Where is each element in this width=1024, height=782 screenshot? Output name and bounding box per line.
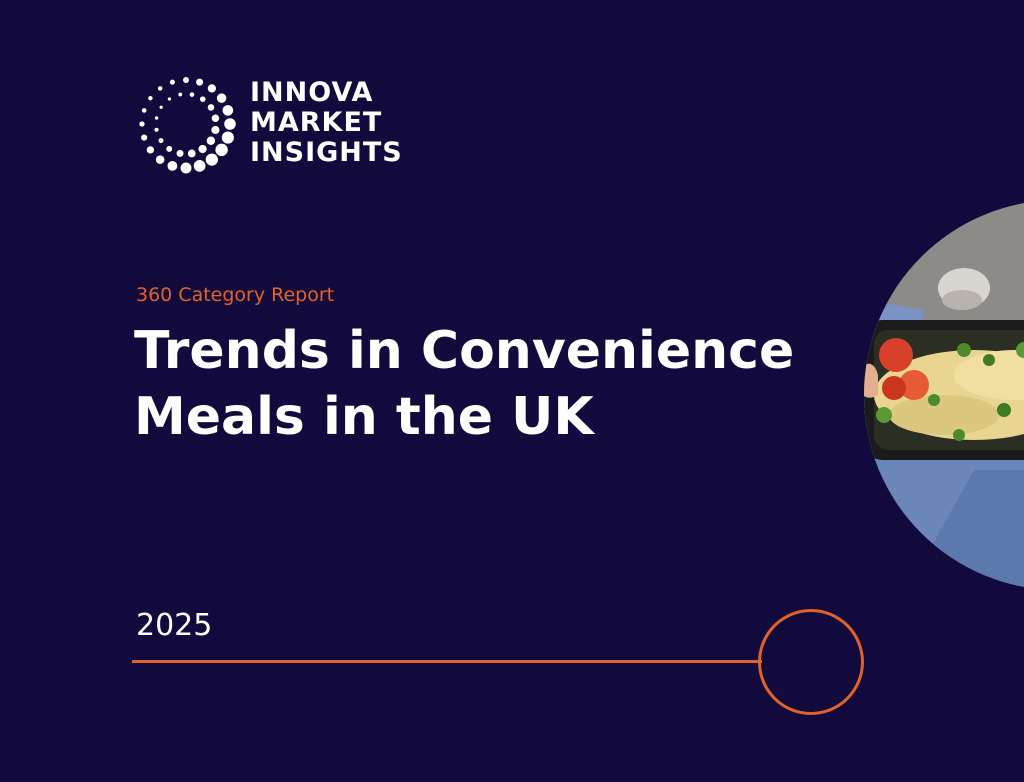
logo-dot bbox=[222, 105, 234, 116]
logo-dot bbox=[141, 108, 147, 113]
logo-dot bbox=[157, 86, 163, 91]
logo-dot bbox=[141, 134, 148, 141]
logo-dot bbox=[178, 92, 183, 97]
logo-line-2: MARKET bbox=[250, 107, 383, 138]
logo-dot bbox=[154, 116, 159, 120]
logo-dot bbox=[154, 127, 159, 132]
logo-dot bbox=[189, 92, 195, 97]
accent-ring bbox=[758, 609, 864, 715]
logo-dot bbox=[148, 95, 153, 101]
logo-dot bbox=[199, 96, 206, 102]
logo-dot bbox=[198, 144, 207, 154]
logo-dot bbox=[207, 84, 216, 93]
logo-wordmark: INNOVA MARKET INSIGHTS bbox=[250, 78, 403, 168]
meal-container-photo bbox=[864, 200, 1024, 590]
logo-dot bbox=[167, 160, 178, 171]
logo-dot bbox=[158, 138, 164, 144]
logo-dot bbox=[167, 97, 172, 101]
title-line-1: Trends in Convenience bbox=[134, 321, 795, 381]
logo-dot bbox=[155, 155, 165, 164]
innova-logo: INNOVA MARKET INSIGHTS bbox=[134, 72, 424, 176]
logo-dot bbox=[211, 125, 220, 135]
logo-dot bbox=[159, 105, 163, 109]
report-year: 2025 bbox=[136, 608, 213, 643]
logo-dot bbox=[221, 131, 234, 144]
logo-dot bbox=[193, 159, 206, 172]
dotted-ring-logo-icon bbox=[139, 77, 236, 174]
logo-dot bbox=[206, 136, 216, 145]
title-line-2: Meals in the UK bbox=[134, 387, 594, 447]
logo-dot bbox=[180, 162, 192, 174]
logo-line-1: INNOVA bbox=[250, 77, 374, 108]
report-title: Trends in Convenience Meals in the UK bbox=[134, 318, 834, 450]
logo-dot bbox=[169, 79, 175, 85]
logo-dot bbox=[215, 143, 228, 157]
logo-dot bbox=[207, 104, 215, 111]
logo-dot bbox=[166, 145, 173, 152]
logo-dot bbox=[187, 149, 196, 158]
logo-dot bbox=[216, 93, 227, 103]
logo-dot bbox=[224, 118, 236, 130]
logo-dot bbox=[183, 77, 189, 83]
accent-rule bbox=[132, 660, 762, 663]
logo-line-3: INSIGHTS bbox=[250, 137, 403, 168]
logo-dot bbox=[205, 153, 218, 166]
logo-dot bbox=[139, 121, 145, 127]
logo-dot bbox=[196, 78, 204, 86]
report-type-label: 360 Category Report bbox=[136, 284, 335, 306]
logo-dot bbox=[176, 149, 184, 157]
logo-dot bbox=[211, 114, 220, 122]
logo-dot bbox=[146, 146, 155, 154]
